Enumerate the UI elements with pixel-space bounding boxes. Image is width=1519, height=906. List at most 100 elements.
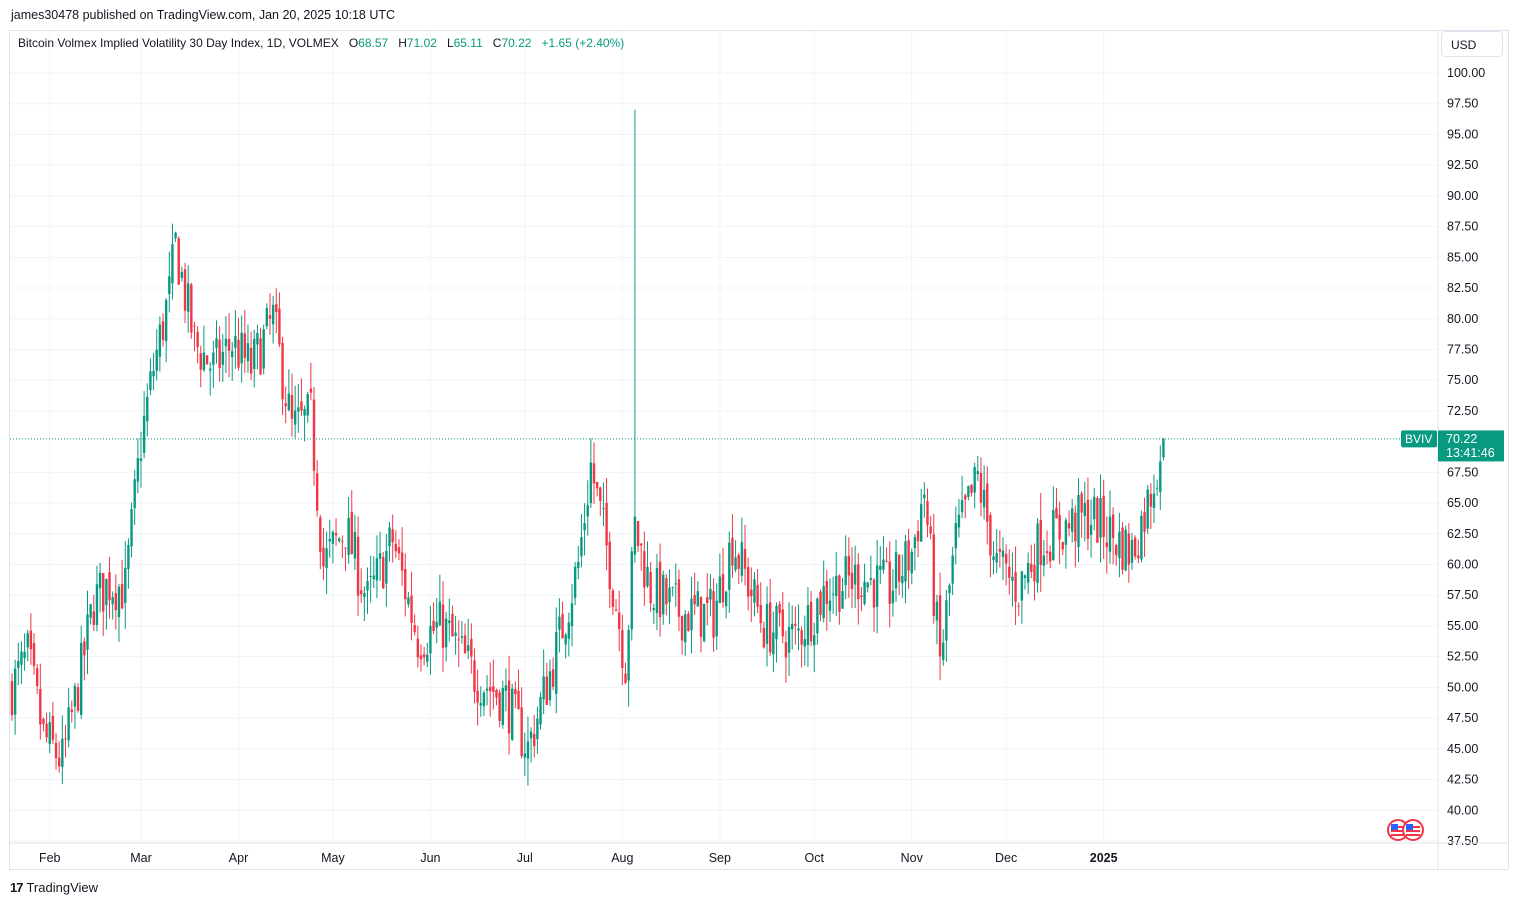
candle-body (992, 556, 995, 560)
candle-body (426, 654, 429, 662)
candle-body (89, 604, 92, 618)
candle-body (32, 643, 36, 666)
candle-body (413, 625, 416, 633)
price-tick-label: 50.00 (1447, 680, 1478, 694)
candle-body (451, 613, 454, 637)
price-tick-label: 37.50 (1447, 834, 1478, 848)
candle-body (243, 333, 247, 358)
candle-body (605, 502, 608, 546)
candle-body (979, 472, 983, 503)
candle-body (300, 401, 303, 411)
legend-open-label: O (348, 36, 359, 50)
candle-body (382, 557, 385, 589)
candle-body (731, 537, 734, 566)
candle-body (602, 508, 605, 510)
candle-body (498, 692, 501, 721)
candle-body (1064, 520, 1068, 545)
candle-body (388, 527, 391, 547)
candle-body (495, 690, 498, 698)
legend-title: Bitcoin Volmex Implied Volatility 30 Day… (18, 36, 339, 50)
candle-body (315, 473, 319, 511)
time-tick-label: Aug (611, 851, 633, 865)
candle-body (1105, 542, 1109, 548)
candle-body (520, 707, 523, 757)
legend-open-value: 68.57 (358, 36, 389, 50)
candle-body (838, 575, 841, 612)
candle-body (407, 597, 410, 605)
candle-body (117, 586, 121, 618)
candle-body (1162, 438, 1165, 458)
candle-body (926, 501, 929, 526)
candle-body (394, 543, 398, 552)
candle-body (617, 612, 621, 630)
candle-body (813, 635, 816, 646)
currency-button[interactable]: USD (1441, 31, 1503, 57)
candle-body (366, 580, 369, 591)
candle-body (957, 514, 961, 528)
candle-body (470, 638, 473, 657)
candle-body (772, 632, 775, 655)
candle-body (643, 551, 646, 588)
candle-body (1080, 493, 1083, 513)
candle-body (1074, 512, 1077, 542)
candle-body (98, 572, 102, 589)
candle-body (473, 660, 476, 692)
candle-body (479, 702, 482, 706)
legend-close-label: C (492, 36, 502, 50)
time-tick-label: Feb (39, 851, 61, 865)
candle-body (212, 352, 215, 365)
candle-body (964, 495, 967, 500)
chart-frame[interactable] (9, 30, 1509, 870)
candle-body (529, 731, 533, 739)
candle-body (492, 686, 495, 692)
candle-body (919, 504, 923, 542)
candle-body (901, 576, 904, 584)
candle-body (592, 463, 596, 484)
candle-body (149, 371, 152, 391)
candle-body (1083, 503, 1086, 516)
badge-countdown: 13:41:46 (1446, 446, 1495, 460)
candle-body (218, 339, 221, 369)
candle-body (168, 276, 171, 294)
candle-body (385, 551, 388, 584)
legend-close-value: 70.22 (501, 36, 532, 50)
flag-icon[interactable] (1387, 818, 1425, 842)
candle-body (476, 690, 479, 703)
candle-body (1008, 566, 1011, 578)
candle-body (275, 304, 278, 313)
candle-body (1039, 520, 1042, 565)
candle-body (136, 458, 140, 482)
candle-body (630, 551, 633, 630)
candlestick-chart[interactable]: 100.00 97.50 95.00 92.50 90.00 87.50 85.00 82.5… (0, 0, 1519, 880)
candle-body (539, 696, 542, 725)
price-tick-label: 55.00 (1447, 619, 1478, 633)
candle-body (463, 635, 467, 654)
candle-body (319, 517, 322, 553)
candle-body (193, 325, 196, 327)
candle-body (614, 609, 618, 612)
tradingview-logo[interactable]: 17 TradingView (10, 880, 98, 895)
candle-body (1115, 545, 1118, 556)
candle-body (400, 552, 404, 571)
candle-body (435, 622, 438, 628)
candle-body (76, 687, 80, 711)
candle-body (397, 547, 401, 554)
candle-body (429, 626, 432, 654)
grid-layer (10, 31, 1438, 842)
badge-symbol-box (1401, 430, 1437, 448)
candle-body (158, 324, 162, 357)
candle-body (1096, 497, 1099, 543)
candle-body (1055, 507, 1058, 519)
candle-body (658, 561, 662, 618)
time-tick-label: 2025 (1090, 851, 1118, 865)
candle-body (309, 388, 313, 393)
candle-body (328, 539, 331, 542)
candle-body (1133, 537, 1137, 557)
candle-body (1026, 563, 1030, 583)
candle-body (485, 688, 489, 691)
price-tick-label: 87.50 (1447, 220, 1478, 234)
candle-body (256, 333, 259, 345)
candle-body (784, 642, 788, 658)
candle-body (344, 547, 347, 549)
candle-body (378, 553, 382, 559)
